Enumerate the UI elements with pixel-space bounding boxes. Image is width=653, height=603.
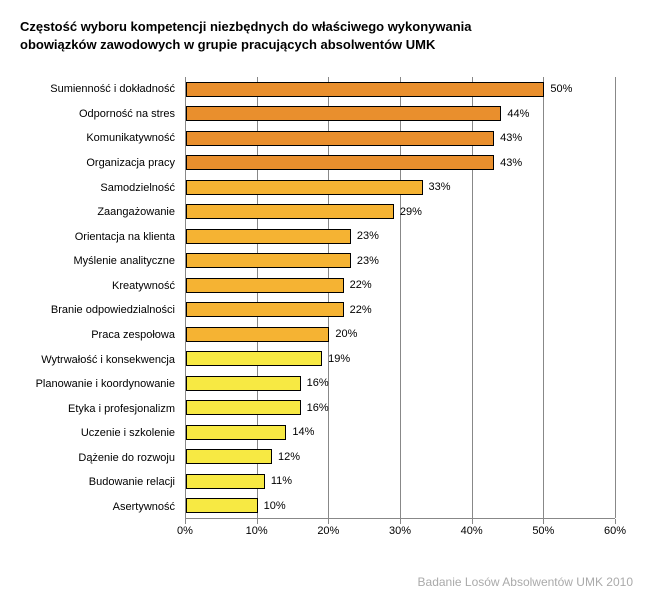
bar-value-label: 16% — [307, 377, 329, 389]
bar — [186, 155, 494, 170]
bar-row: 33% — [186, 175, 615, 200]
bar — [186, 449, 272, 464]
bar-row: 44% — [186, 102, 615, 127]
bar — [186, 400, 301, 415]
bar-value-label: 19% — [328, 353, 350, 365]
bar-row: 12% — [186, 445, 615, 470]
bar-row: 23% — [186, 224, 615, 249]
bar — [186, 82, 544, 97]
plot-area: 50% 44% 43% 43% 33% 29% 23% 23% 22% 22% 20% 19% 16% 1… — [185, 77, 615, 519]
category-label: Sumienność i dokładność — [20, 77, 180, 102]
bar-row: 22% — [186, 298, 615, 323]
bar-value-label: 44% — [507, 108, 529, 120]
bar-value-label: 33% — [429, 181, 451, 193]
category-label: Planowanie i koordynowanie — [20, 372, 180, 397]
x-tick-label: 0% — [177, 525, 193, 537]
bars-group: 50% 44% 43% 43% 33% 29% 23% 23% 22% 22% 20% 19% 16% 1… — [186, 77, 615, 518]
bar-row: 50% — [186, 77, 615, 102]
bar-row: 11% — [186, 469, 615, 494]
bar-value-label: 16% — [307, 402, 329, 414]
footer-source: Badanie Losów Absolwentów UMK 2010 — [418, 575, 633, 589]
x-tick-label: 40% — [461, 525, 483, 537]
bar — [186, 253, 351, 268]
bar-value-label: 10% — [264, 500, 286, 512]
chart-area: Sumienność i dokładnośćOdporność na stre… — [20, 77, 633, 547]
bar-row: 23% — [186, 249, 615, 274]
category-label: Zaangażowanie — [20, 200, 180, 225]
category-label: Budowanie relacji — [20, 470, 180, 495]
category-label: Organizacja pracy — [20, 151, 180, 176]
category-label: Samodzielność — [20, 175, 180, 200]
x-tick — [472, 519, 473, 524]
bar-value-label: 14% — [292, 426, 314, 438]
category-label: Myślenie analityczne — [20, 249, 180, 274]
bar — [186, 229, 351, 244]
gridline — [615, 77, 616, 518]
category-label: Uczenie i szkolenie — [20, 421, 180, 446]
bar-value-label: 29% — [400, 206, 422, 218]
chart-title: Częstość wyboru kompetencji niezbędnych … — [20, 18, 633, 53]
x-tick-label: 60% — [604, 525, 626, 537]
x-tick — [543, 519, 544, 524]
category-label: Etyka i profesjonalizm — [20, 396, 180, 421]
x-tick — [185, 519, 186, 524]
bar-value-label: 23% — [357, 230, 379, 242]
bar — [186, 278, 344, 293]
category-label: Praca zespołowa — [20, 323, 180, 348]
bar-row: 43% — [186, 126, 615, 151]
category-label: Komunikatywność — [20, 126, 180, 151]
bar-value-label: 11% — [271, 475, 292, 487]
x-tick-label: 50% — [532, 525, 554, 537]
bar — [186, 498, 258, 513]
bar — [186, 106, 501, 121]
bar — [186, 376, 301, 391]
bar-value-label: 43% — [500, 157, 522, 169]
bar — [186, 327, 329, 342]
title-line-2: obowiązków zawodowych w grupie pracujący… — [20, 37, 435, 52]
category-label: Wytrwałość i konsekwencja — [20, 347, 180, 372]
bar-row: 22% — [186, 273, 615, 298]
bar-value-label: 12% — [278, 451, 300, 463]
category-label: Orientacja na klienta — [20, 224, 180, 249]
bar-row: 16% — [186, 371, 615, 396]
bar-value-label: 23% — [357, 255, 379, 267]
bar-row: 20% — [186, 322, 615, 347]
bar — [186, 131, 494, 146]
x-tick — [400, 519, 401, 524]
x-tick-label: 20% — [317, 525, 339, 537]
bar — [186, 180, 423, 195]
x-tick-label: 30% — [389, 525, 411, 537]
bar — [186, 302, 344, 317]
x-tick-label: 10% — [246, 525, 268, 537]
category-label: Dążenie do rozwoju — [20, 446, 180, 471]
bar — [186, 351, 322, 366]
chart-container: Częstość wyboru kompetencji niezbędnych … — [0, 0, 653, 603]
title-line-1: Częstość wyboru kompetencji niezbędnych … — [20, 19, 472, 34]
bar-row: 43% — [186, 151, 615, 176]
bar — [186, 425, 286, 440]
bar-value-label: 22% — [350, 304, 372, 316]
x-tick — [257, 519, 258, 524]
bar-row: 14% — [186, 420, 615, 445]
bar-row: 10% — [186, 494, 615, 519]
x-tick — [328, 519, 329, 524]
bar-row: 16% — [186, 396, 615, 421]
x-axis: 0%10%20%30%40%50%60% — [185, 519, 615, 545]
bar-value-label: 43% — [500, 132, 522, 144]
category-label: Branie odpowiedzialności — [20, 298, 180, 323]
category-label: Kreatywność — [20, 274, 180, 299]
x-tick — [615, 519, 616, 524]
bar-value-label: 20% — [335, 328, 357, 340]
bar-value-label: 50% — [550, 83, 572, 95]
bar-row: 19% — [186, 347, 615, 372]
bar — [186, 474, 265, 489]
bar-value-label: 22% — [350, 279, 372, 291]
category-label: Asertywność — [20, 495, 180, 520]
bar — [186, 204, 394, 219]
category-label: Odporność na stres — [20, 102, 180, 127]
category-labels: Sumienność i dokładnośćOdporność na stre… — [20, 77, 180, 519]
bar-row: 29% — [186, 200, 615, 225]
